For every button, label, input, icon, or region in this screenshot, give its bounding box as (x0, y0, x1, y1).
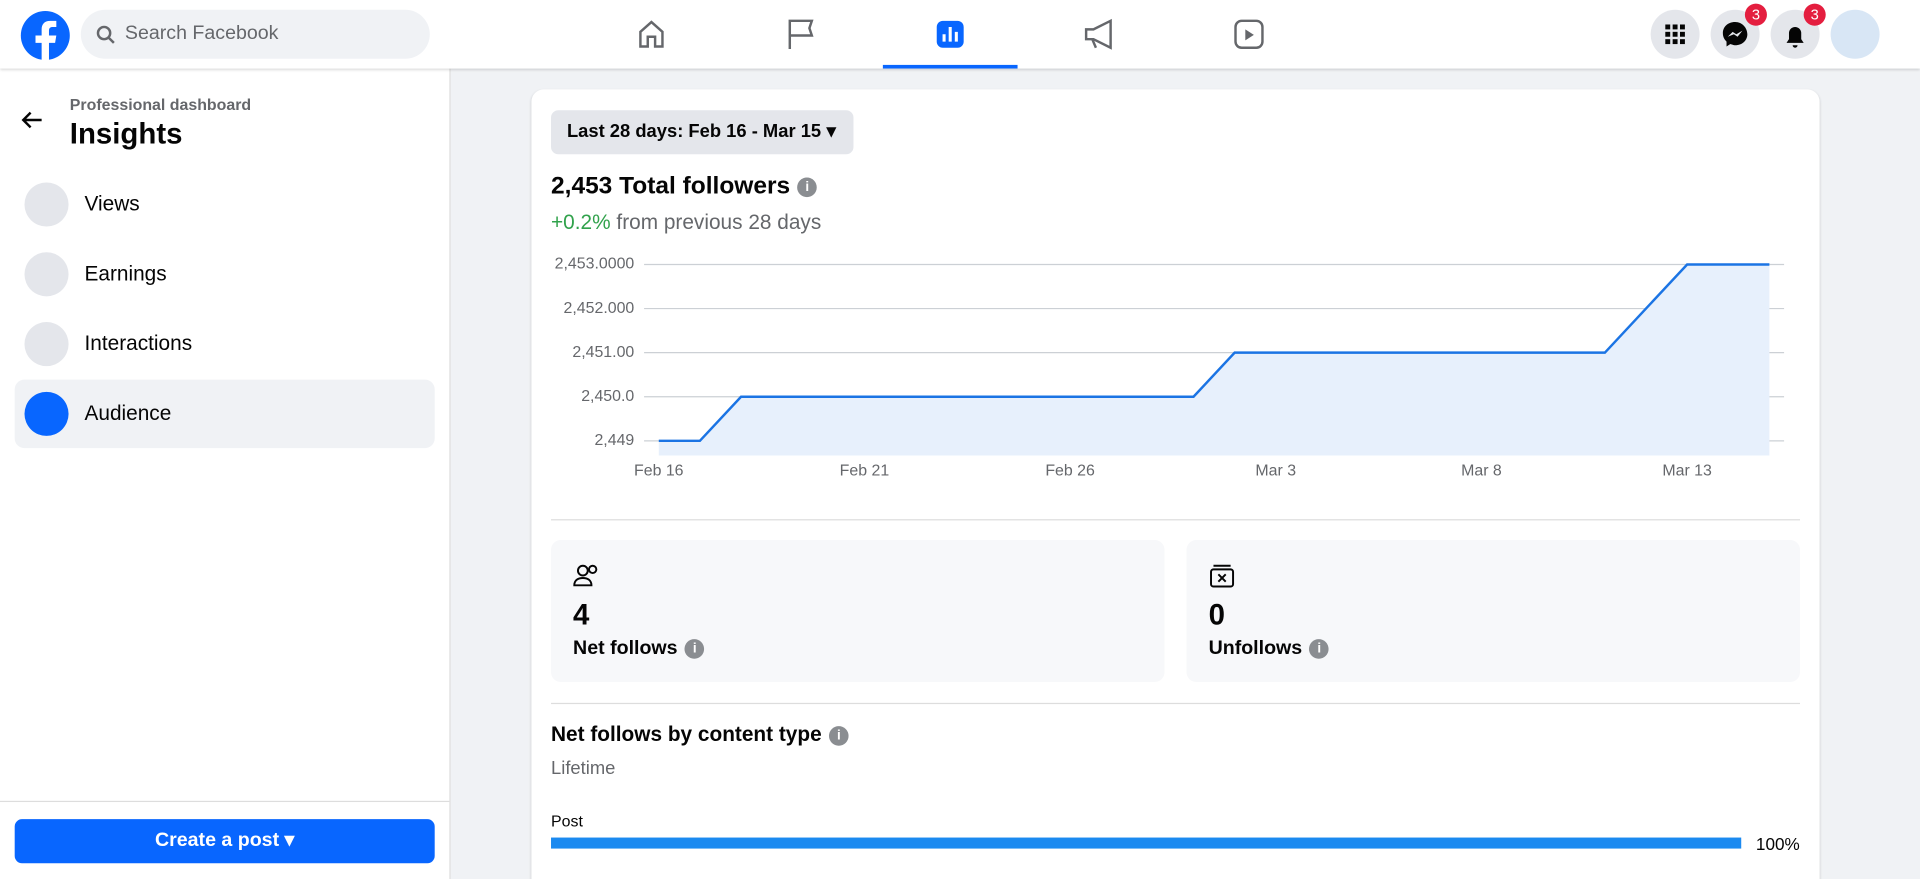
search-placeholder: Search Facebook (124, 23, 279, 45)
date-filter[interactable]: Last 28 days: Feb 16 - Mar 15 ▾ (551, 110, 853, 155)
messenger-badge: 3 (1744, 3, 1767, 26)
date-filter-label: Last 28 days: Feb 16 - Mar 15 (566, 121, 822, 143)
create-post-button[interactable]: Create a post ▾ (14, 819, 435, 864)
x-tick-label: Feb 26 (1045, 463, 1095, 480)
content-type-value: 100% (1755, 833, 1800, 854)
stat-label-text: Unfollows (1208, 637, 1303, 659)
stat-label-text: Net follows (573, 637, 678, 659)
x-tick-label: Mar 8 (1461, 463, 1502, 480)
nav-label: Earnings (84, 262, 167, 286)
y-tick-label: 2,450.0 (581, 388, 634, 405)
change-text: from previous 28 days (616, 210, 822, 234)
divider (551, 702, 1801, 705)
section-title: Net follows by content type i (551, 722, 849, 746)
section-title-text: Net follows by content type (551, 722, 822, 746)
nav-item[interactable]: Interactions (15, 310, 435, 379)
nav-label: Audience (84, 401, 172, 425)
button-label: Create a post (154, 830, 280, 852)
stat-label: Unfollows i (1209, 638, 1330, 660)
nav-item[interactable]: Views (15, 170, 435, 239)
y-tick-label: 2,451.00 (572, 344, 634, 361)
divider (551, 519, 1801, 521)
stat-value: 0 (1208, 598, 1225, 632)
nav-item[interactable]: Earnings (15, 240, 435, 309)
search-box[interactable]: Search Facebook (80, 9, 430, 59)
reels-tab[interactable] (1234, 19, 1264, 49)
active-indicator (882, 64, 1018, 69)
followers-chart: 2,449 2,450.0 2,451.00 2,452.000 2,453.0000 F… (555, 256, 1785, 480)
sidebar-subtitle: Professional dashboard (69, 95, 252, 114)
notifications-badge: 3 (1803, 3, 1826, 26)
nav-item[interactable]: Audience (14, 379, 435, 449)
home-tab[interactable] (639, 20, 664, 48)
content-type-name: Post (551, 811, 583, 831)
y-tick-label: 2,453.0000 (555, 256, 635, 273)
line (658, 263, 1770, 443)
stat-card: 0 Unfollows i (1186, 540, 1801, 683)
top-bar: Search Facebook 3 3 (0, 0, 1920, 69)
divider (0, 800, 450, 803)
menu-button[interactable] (1650, 9, 1700, 59)
nav-label: Views (84, 192, 140, 216)
ads-tab[interactable] (1084, 18, 1112, 50)
total-followers: 2,453 Total followers i (551, 172, 818, 201)
nav-label: Interactions (84, 331, 193, 356)
total-followers-text: 2,453 Total followers (551, 172, 791, 200)
stat-value: 4 (573, 598, 590, 632)
area-fill (658, 264, 1770, 456)
x-tick-label: Feb 21 (840, 463, 890, 480)
insights-card (531, 89, 1820, 879)
facebook-logo[interactable] (20, 10, 71, 61)
nav-tabs[interactable] (612, 0, 1298, 69)
change: +0.2% from previous 28 days (551, 211, 821, 235)
content-type-bar (551, 837, 1742, 849)
y-tick-label: 2,449 (594, 432, 634, 449)
pages-tab[interactable] (788, 19, 814, 49)
change-value: +0.2% (551, 210, 611, 234)
profile-avatar[interactable] (1830, 9, 1880, 59)
stat-card: 4 Net follows i (551, 540, 1165, 683)
stat-label: Net follows i (573, 637, 705, 660)
back-arrow[interactable] (20, 110, 44, 130)
x-tick-label: Mar 13 (1662, 463, 1712, 480)
bar-track (551, 837, 1742, 849)
y-tick-label: 2,452.000 (564, 300, 635, 317)
section-period: Lifetime (551, 757, 616, 779)
x-tick-label: Mar 3 (1255, 463, 1296, 480)
x-tick-label: Feb 16 (634, 463, 684, 480)
sidebar: Professional dashboard Insights Views Ea… (0, 68, 451, 879)
search-icon (96, 25, 115, 44)
sidebar-title: Insights (69, 117, 183, 151)
